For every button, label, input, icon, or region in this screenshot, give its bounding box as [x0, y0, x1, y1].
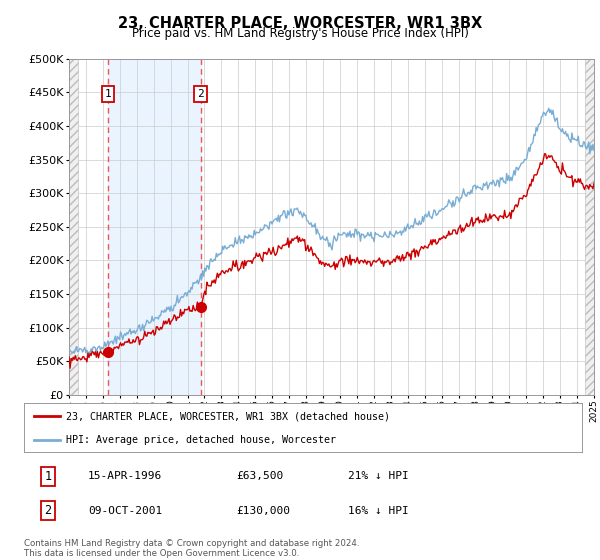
Text: 2: 2	[44, 504, 52, 517]
Text: 16% ↓ HPI: 16% ↓ HPI	[347, 506, 409, 516]
Bar	[108, 59, 200, 395]
Text: 1: 1	[104, 89, 111, 99]
Text: Contains HM Land Registry data © Crown copyright and database right 2024.
This d: Contains HM Land Registry data © Crown c…	[24, 539, 359, 558]
Text: HPI: Average price, detached house, Worcester: HPI: Average price, detached house, Worc…	[66, 435, 336, 445]
Text: 23, CHARTER PLACE, WORCESTER, WR1 3BX: 23, CHARTER PLACE, WORCESTER, WR1 3BX	[118, 16, 482, 31]
Text: 1: 1	[44, 470, 52, 483]
Text: £63,500: £63,500	[236, 471, 283, 481]
Text: 2: 2	[197, 89, 204, 99]
Text: 23, CHARTER PLACE, WORCESTER, WR1 3BX (detached house): 23, CHARTER PLACE, WORCESTER, WR1 3BX (d…	[66, 411, 390, 421]
Text: 21% ↓ HPI: 21% ↓ HPI	[347, 471, 409, 481]
Bar	[69, 59, 79, 395]
Bar	[584, 59, 594, 395]
Text: 09-OCT-2001: 09-OCT-2001	[88, 506, 163, 516]
Text: Price paid vs. HM Land Registry's House Price Index (HPI): Price paid vs. HM Land Registry's House …	[131, 27, 469, 40]
Text: £130,000: £130,000	[236, 506, 290, 516]
Text: 15-APR-1996: 15-APR-1996	[88, 471, 163, 481]
